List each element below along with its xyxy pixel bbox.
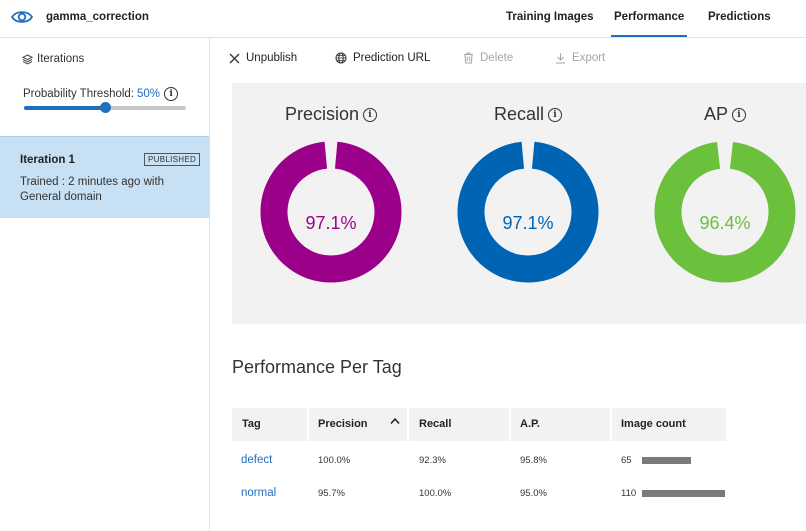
export-label: Export	[572, 52, 606, 64]
iteration-card[interactable]: Iteration 1 PUBLISHED Trained : 2 minute…	[0, 136, 209, 218]
cell-ap: 95.8%	[520, 455, 547, 466]
ap-donut	[654, 141, 796, 283]
iteration-name: Iteration 1	[20, 154, 75, 166]
table-header: Tag Precision Recall A.P. Image count	[232, 408, 726, 441]
precision-value: 97.1%	[305, 213, 357, 233]
sort-ascending-icon[interactable]	[390, 417, 400, 425]
cell-image-count: 65	[621, 455, 632, 466]
table-row[interactable]: normal 95.7% 100.0% 95.0% 110	[232, 478, 726, 511]
trash-icon	[464, 52, 473, 64]
col-precision[interactable]: Precision	[318, 418, 368, 430]
info-icon[interactable]: i	[732, 107, 746, 122]
unpublish-button[interactable]: Unpublish	[229, 52, 297, 64]
col-image-count[interactable]: Image count	[621, 418, 686, 430]
ap-arc	[654, 141, 796, 283]
threshold-value: 50%	[137, 88, 161, 100]
cell-precision: 100.0%	[318, 455, 351, 466]
threshold-label: Probability Threshold: 50% i	[23, 87, 179, 101]
recall-donut	[457, 141, 599, 283]
eye-icon	[11, 11, 33, 23]
info-icon[interactable]: i	[548, 107, 563, 122]
project-title: gamma_correction	[46, 11, 149, 23]
ap-label: AP	[703, 104, 728, 124]
globe-icon	[335, 52, 347, 64]
threshold-label-text: Probability Threshold:	[23, 88, 135, 100]
metric-ap: AP i 96.4%	[645, 83, 805, 324]
info-icon[interactable]: i	[164, 87, 179, 101]
recall-label: Recall	[493, 104, 545, 124]
iterations-header: Iterations	[22, 53, 84, 65]
precision-donut	[260, 141, 402, 283]
table-row[interactable]: defect 100.0% 92.3% 95.8% 65	[232, 445, 726, 478]
cell-recall: 100.0%	[419, 488, 452, 499]
close-icon	[229, 53, 240, 63]
precision-label: Precision	[284, 104, 360, 124]
col-recall[interactable]: Recall	[419, 418, 452, 430]
info-icon[interactable]: i	[363, 107, 378, 122]
export-button[interactable]: Export	[555, 52, 605, 64]
threshold-slider[interactable]	[24, 102, 186, 113]
column-separator	[509, 408, 511, 441]
iterations-sidebar: Iterations Probability Threshold: 50% i …	[0, 38, 210, 531]
ap-value: 96.4%	[699, 213, 751, 233]
column-separator	[407, 408, 409, 441]
iterations-label: Iterations	[37, 53, 85, 65]
cell-precision: 95.7%	[318, 488, 345, 499]
precision-arc	[260, 141, 402, 283]
prediction-url-label: Prediction URL	[353, 52, 431, 64]
recall-arc	[457, 141, 599, 283]
toolbar: Unpublish Prediction URL Delete Export	[211, 38, 806, 80]
slider-thumb[interactable]	[100, 102, 111, 113]
column-separator	[610, 408, 612, 441]
delete-label: Delete	[480, 52, 514, 64]
slider-fill	[24, 106, 105, 110]
iteration-trained-info: Trained : 2 minutes ago with General dom…	[20, 176, 165, 203]
column-separator	[307, 408, 309, 441]
col-ap[interactable]: A.P.	[520, 418, 540, 430]
tag-link-defect[interactable]: defect	[241, 454, 273, 466]
top-bar: gamma_correction Training Images Perform…	[0, 0, 806, 38]
metric-recall: Recall i 97.1%	[448, 83, 608, 324]
col-tag[interactable]: Tag	[242, 418, 261, 430]
tab-performance[interactable]: Performance	[610, 11, 688, 37]
cell-recall: 92.3%	[419, 455, 446, 466]
tab-predictions[interactable]: Predictions	[708, 11, 771, 23]
recall-title: Recall i	[448, 104, 608, 125]
tag-link-normal[interactable]: normal	[241, 487, 277, 499]
recall-value: 97.1%	[502, 213, 554, 233]
layers-icon	[22, 53, 33, 64]
unpublish-label: Unpublish	[246, 52, 298, 64]
section-title: Performance Per Tag	[232, 357, 402, 377]
download-icon	[556, 53, 565, 64]
prediction-url-button[interactable]: Prediction URL	[335, 52, 430, 64]
image-count-bar	[642, 490, 725, 497]
tab-training-images[interactable]: Training Images	[506, 11, 594, 23]
ap-title: AP i	[645, 104, 805, 125]
metrics-panel: Precision i 97.1% Recall i 97.1% AP i 96…	[232, 83, 806, 324]
metric-precision: Precision i 97.1%	[251, 83, 411, 324]
cell-image-count: 110	[621, 488, 637, 499]
precision-title: Precision i	[251, 104, 411, 125]
cell-ap: 95.0%	[520, 488, 547, 499]
image-count-bar	[642, 457, 692, 464]
delete-button[interactable]: Delete	[463, 52, 513, 64]
published-badge: PUBLISHED	[144, 153, 201, 166]
